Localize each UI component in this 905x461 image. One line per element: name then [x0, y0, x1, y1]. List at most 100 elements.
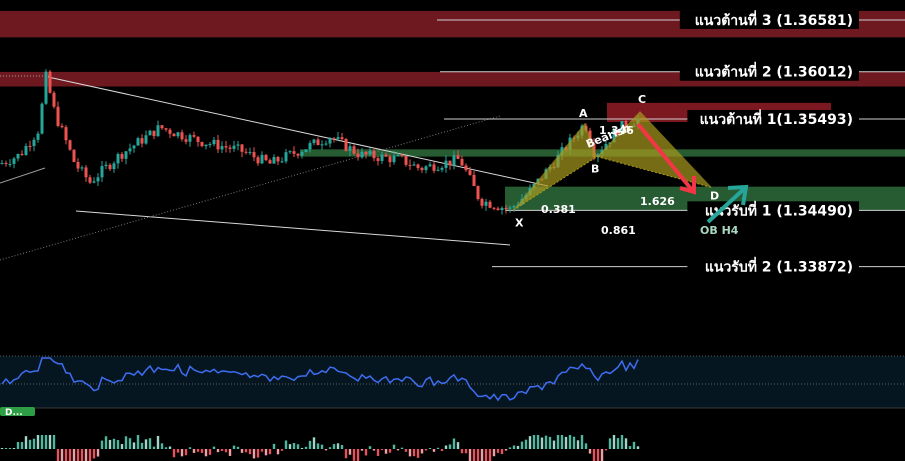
histogram-bar	[540, 437, 544, 449]
candle	[476, 185, 480, 201]
candle	[316, 137, 320, 146]
histogram-bar	[236, 446, 240, 449]
ratio-xab: 0.381	[541, 203, 576, 216]
histogram-bar	[392, 444, 396, 449]
pattern-point-b: B	[591, 163, 599, 176]
bullish-arrow[interactable]	[706, 186, 747, 224]
candle	[356, 148, 360, 161]
histogram-bar	[220, 449, 224, 451]
candle	[148, 129, 152, 136]
histogram-bar	[440, 449, 444, 452]
candle	[252, 147, 256, 162]
candle	[412, 161, 416, 166]
candle	[72, 149, 76, 163]
candle	[496, 206, 500, 211]
candle	[384, 152, 388, 158]
candle	[472, 171, 476, 187]
histogram-bar	[356, 449, 360, 461]
candle	[348, 143, 352, 157]
histogram-bar	[344, 449, 348, 459]
candle	[140, 134, 144, 148]
candle	[340, 132, 344, 142]
histogram-bar	[432, 449, 436, 452]
candle	[200, 141, 204, 148]
histogram-bar	[24, 436, 28, 449]
histogram-bar	[380, 449, 384, 451]
histogram-bar	[68, 449, 72, 461]
histogram-bar	[560, 435, 564, 449]
candle	[20, 150, 24, 156]
candle	[24, 143, 28, 156]
rsi-panel[interactable]	[0, 355, 905, 409]
histogram-bar	[496, 449, 500, 453]
candle	[492, 207, 496, 211]
upper-trendline[interactable]	[47, 76, 549, 187]
pattern-xab-triangle	[513, 122, 597, 211]
candle	[308, 140, 312, 153]
candle	[304, 149, 308, 153]
histogram-bar	[328, 447, 332, 449]
candle	[408, 159, 412, 171]
candle	[172, 132, 176, 137]
histogram-bar	[56, 449, 60, 461]
histogram-bar	[396, 449, 400, 451]
histogram-bar	[268, 449, 272, 455]
candle	[80, 165, 84, 171]
resistance-zone-2[interactable]	[0, 71, 905, 87]
histogram-bar	[8, 448, 12, 449]
histogram-bar	[72, 449, 76, 461]
histogram-bar	[408, 449, 412, 457]
arrows-layer	[636, 122, 749, 224]
candle	[448, 160, 452, 170]
left-channel-line	[0, 167, 46, 184]
histogram-bar	[244, 449, 248, 453]
histogram-bar	[288, 444, 292, 449]
histogram-bar	[404, 449, 408, 452]
resistance-2-label-bg	[679, 62, 859, 81]
histogram-bar	[524, 439, 528, 449]
candle	[352, 144, 356, 156]
candle	[380, 151, 384, 164]
histogram-bar	[332, 444, 336, 449]
lower-trendline[interactable]	[75, 210, 511, 246]
candle	[112, 161, 116, 173]
histogram-bar	[340, 444, 344, 449]
histogram-bar	[536, 435, 540, 449]
histogram-bar	[160, 443, 164, 449]
histogram-bar	[632, 441, 636, 449]
candle	[280, 157, 284, 164]
histogram-bar	[420, 449, 424, 454]
pattern-point-c: C	[638, 93, 646, 106]
histogram-bar	[108, 439, 112, 449]
pattern-point-d: D	[710, 190, 719, 203]
candle	[204, 144, 208, 150]
candle	[196, 136, 200, 147]
ratio-abc: 1.346	[599, 124, 634, 137]
candle	[276, 156, 280, 166]
pattern-point-x: X	[515, 216, 524, 229]
histogram-bar	[128, 438, 132, 449]
candle	[36, 131, 40, 143]
candle	[440, 166, 444, 173]
candle	[236, 140, 240, 151]
histogram-bar	[336, 443, 340, 449]
candle	[52, 90, 56, 109]
histogram-bar	[428, 447, 432, 449]
candle	[232, 140, 236, 152]
candle	[300, 149, 304, 159]
histogram-bar	[312, 437, 316, 449]
histogram-bar	[592, 449, 596, 461]
candle	[224, 140, 228, 153]
histogram-bar	[188, 447, 192, 449]
indicator-badge[interactable]: D...	[0, 407, 35, 418]
candle	[8, 159, 12, 168]
bearish-arrow[interactable]	[636, 122, 694, 192]
candle	[180, 129, 184, 142]
candle	[288, 150, 292, 155]
bearish-arrow-head	[679, 176, 696, 195]
candle	[488, 199, 492, 209]
candle	[208, 142, 212, 148]
histogram-bar	[476, 449, 480, 461]
candle	[312, 138, 316, 146]
